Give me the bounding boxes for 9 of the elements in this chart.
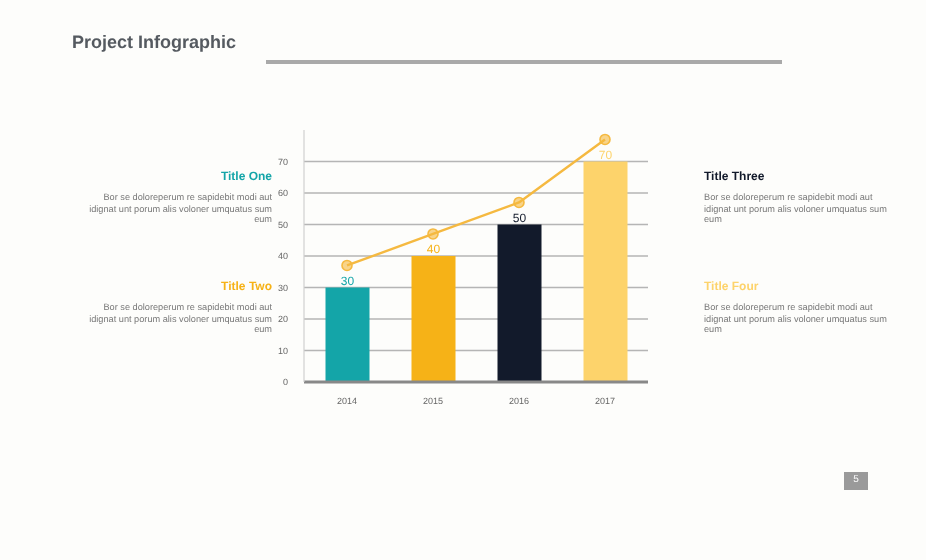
point [427, 228, 439, 240]
bar [325, 287, 370, 382]
point [341, 259, 353, 272]
point [513, 196, 525, 209]
bar [497, 224, 542, 382]
text: Project Infographic [72, 32, 237, 52]
bar [411, 256, 456, 382]
bar [583, 161, 628, 382]
point [599, 133, 611, 146]
